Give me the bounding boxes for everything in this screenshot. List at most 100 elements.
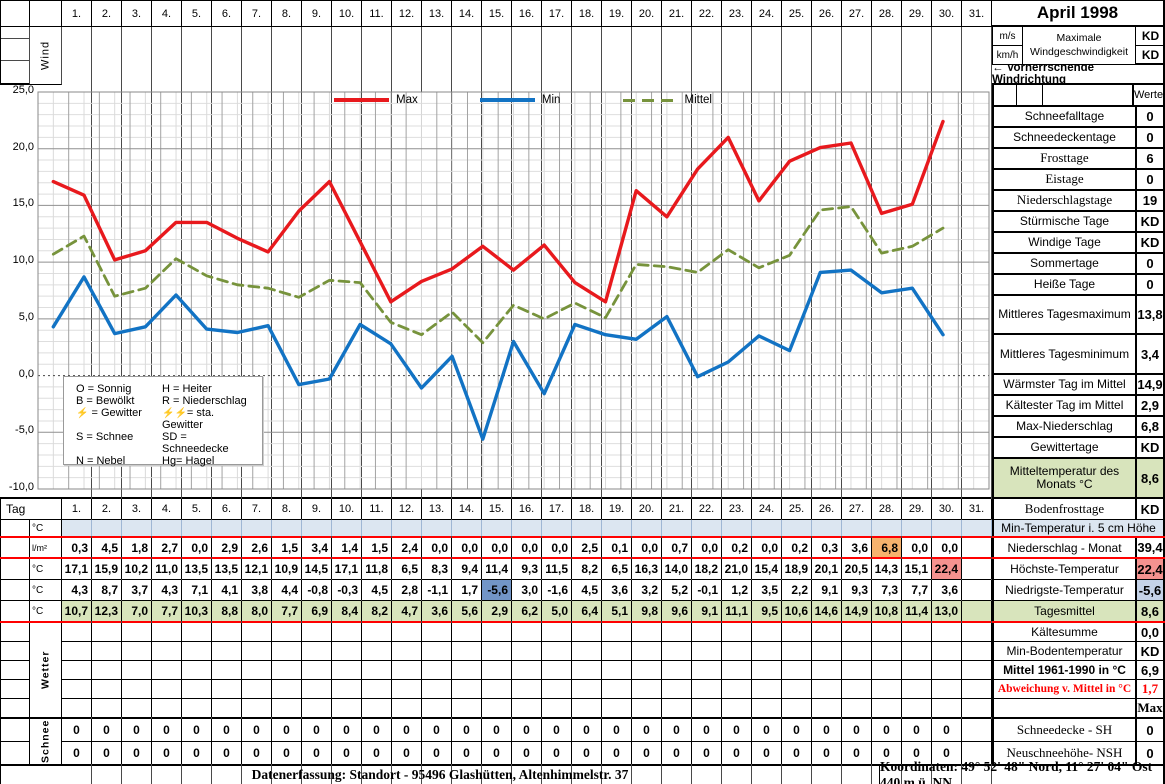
tagesmittel-cell[interactable]: 3,6 — [422, 601, 452, 621]
tagesmittel-cell[interactable]: 8,4 — [332, 601, 362, 621]
gutter-cell[interactable] — [0, 580, 30, 600]
stat-value[interactable]: 0 — [1146, 129, 1154, 145]
wetter-cell[interactable] — [422, 680, 452, 698]
wetter-cell[interactable] — [752, 661, 782, 679]
wetter-cell[interactable] — [902, 661, 932, 679]
wetter-cell[interactable] — [332, 642, 362, 660]
wetter-cell[interactable] — [722, 680, 752, 698]
neuschnee-cell[interactable]: 0 — [872, 742, 902, 764]
stat-value[interactable]: 8,6 — [1140, 470, 1160, 486]
wetter-cell[interactable] — [662, 699, 692, 717]
wetter-cell[interactable] — [512, 623, 542, 641]
min-temp-5cm-cell[interactable] — [122, 520, 152, 536]
stat-value[interactable]: 3,4 — [1140, 346, 1160, 362]
hoechste-temp-cell[interactable]: 17,1 — [62, 559, 92, 579]
day-header-cell[interactable]: 6. — [212, 1, 242, 27]
gutter-cell[interactable] — [1, 61, 30, 85]
wetter-cell[interactable] — [902, 623, 932, 641]
wetter-cell[interactable] — [332, 680, 362, 698]
day-header-cell[interactable]: 12. — [392, 1, 422, 27]
min-temp-5cm-cell[interactable] — [392, 520, 422, 536]
abweichung-value[interactable]: 1,7 — [1135, 680, 1165, 698]
wetter-cell[interactable] — [242, 623, 272, 641]
day-cell[interactable]: 12. — [392, 499, 422, 519]
niedrigste-temp-cell[interactable]: 3,2 — [632, 580, 662, 600]
day-cell[interactable]: 25. — [782, 499, 812, 519]
wind-cell[interactable] — [782, 27, 812, 784]
hoechste-temp-cell[interactable]: 15,4 — [752, 559, 782, 579]
wetter-cell[interactable] — [362, 623, 392, 641]
hoechste-temp-cell[interactable]: 14,5 — [302, 559, 332, 579]
neuschnee-cell[interactable] — [962, 742, 992, 764]
tagesmittel-cell[interactable]: 14,9 — [842, 601, 872, 621]
neuschnee-cell[interactable]: 0 — [692, 742, 722, 764]
wetter-cell[interactable] — [152, 661, 182, 679]
gutter-cell[interactable] — [1, 39, 30, 61]
day-header-cell[interactable]: 13. — [422, 1, 452, 27]
schneedecke-cell[interactable]: 0 — [632, 719, 662, 741]
day-cell[interactable]: 26. — [812, 499, 842, 519]
min-temp-5cm-cell[interactable] — [602, 520, 632, 536]
wetter-cell[interactable] — [302, 680, 332, 698]
niedrigste-temp-cell[interactable]: 8,7 — [92, 580, 122, 600]
min-temp-5cm-cell[interactable] — [872, 520, 902, 536]
day-header-cell[interactable]: 20. — [632, 1, 662, 27]
wetter-cell[interactable] — [422, 661, 452, 679]
gutter-cell[interactable] — [1, 719, 30, 742]
day-cell[interactable]: 5. — [182, 499, 212, 519]
day-header-cell[interactable]: 26. — [812, 1, 842, 27]
wetter-cell[interactable] — [92, 680, 122, 698]
hoechste-temp-cell[interactable]: 6,5 — [602, 559, 632, 579]
niederschlag-cell[interactable]: 0,2 — [782, 538, 812, 557]
hoechste-temp-cell[interactable]: 21,0 — [722, 559, 752, 579]
niedrigste-temp-cell[interactable]: 4,5 — [572, 580, 602, 600]
niedrigste-temp-cell[interactable]: 4,3 — [62, 580, 92, 600]
wetter-cell[interactable] — [302, 642, 332, 660]
wind-cell[interactable] — [272, 27, 302, 784]
day-header-cell[interactable]: 23. — [722, 1, 752, 27]
hoechste-temp-cell[interactable]: 15,1 — [902, 559, 932, 579]
wetter-cell[interactable] — [152, 642, 182, 660]
wetter-cell[interactable] — [812, 642, 842, 660]
wetter-cell[interactable] — [722, 661, 752, 679]
day-header-cell[interactable]: 10. — [332, 1, 362, 27]
day-cell[interactable]: 4. — [152, 499, 182, 519]
min-temp-5cm-cell[interactable] — [302, 520, 332, 536]
wind-cell[interactable] — [872, 27, 902, 784]
min-temp-5cm-cell[interactable] — [212, 520, 242, 536]
hoechste-temp-value[interactable]: 22,4 — [1135, 559, 1165, 579]
neuschnee-cell[interactable]: 0 — [602, 742, 632, 764]
tagesmittel-cell[interactable]: 4,7 — [392, 601, 422, 621]
min-temp-5cm-cell[interactable] — [782, 520, 812, 536]
wetter-cell[interactable] — [692, 680, 722, 698]
wetter-cell[interactable] — [932, 699, 962, 717]
niederschlag-cell[interactable]: 1,8 — [122, 538, 152, 557]
wetter-cell[interactable] — [452, 623, 482, 641]
niedrigste-temp-cell[interactable]: -1,1 — [422, 580, 452, 600]
stat-value[interactable]: 6 — [1146, 150, 1154, 166]
neuschnee-cell[interactable]: 0 — [362, 742, 392, 764]
day-cell[interactable]: 31. — [962, 499, 992, 519]
tagesmittel-cell[interactable]: 7,0 — [122, 601, 152, 621]
wetter-cell[interactable] — [512, 661, 542, 679]
wetter-cell[interactable] — [152, 680, 182, 698]
wetter-cell[interactable] — [692, 699, 722, 717]
hoechste-temp-cell[interactable]: 17,1 — [332, 559, 362, 579]
hoechste-temp-cell[interactable]: 15,9 — [92, 559, 122, 579]
schneedecke-cell[interactable]: 0 — [452, 719, 482, 741]
niedrigste-temp-cell[interactable]: -0,3 — [332, 580, 362, 600]
min-temp-5cm-cell[interactable] — [152, 520, 182, 536]
wind-cell[interactable] — [602, 27, 632, 784]
niederschlag-monat-value[interactable]: 39,4 — [1135, 538, 1165, 557]
niederschlag-cell[interactable]: 0,1 — [602, 538, 632, 557]
day-cell[interactable]: 2. — [92, 499, 122, 519]
max-windspeed-ms-value[interactable]: KD — [1135, 27, 1165, 46]
niedrigste-temp-cell[interactable]: 4,4 — [272, 580, 302, 600]
niederschlag-cell[interactable]: 0,0 — [692, 538, 722, 557]
tagesmittel-cell[interactable]: 5,6 — [452, 601, 482, 621]
wetter-cell[interactable] — [482, 661, 512, 679]
min-temp-5cm-cell[interactable] — [932, 520, 962, 536]
schneedecke-cell[interactable]: 0 — [512, 719, 542, 741]
day-cell[interactable]: 11. — [362, 499, 392, 519]
niedrigste-temp-cell[interactable]: -0,1 — [692, 580, 722, 600]
